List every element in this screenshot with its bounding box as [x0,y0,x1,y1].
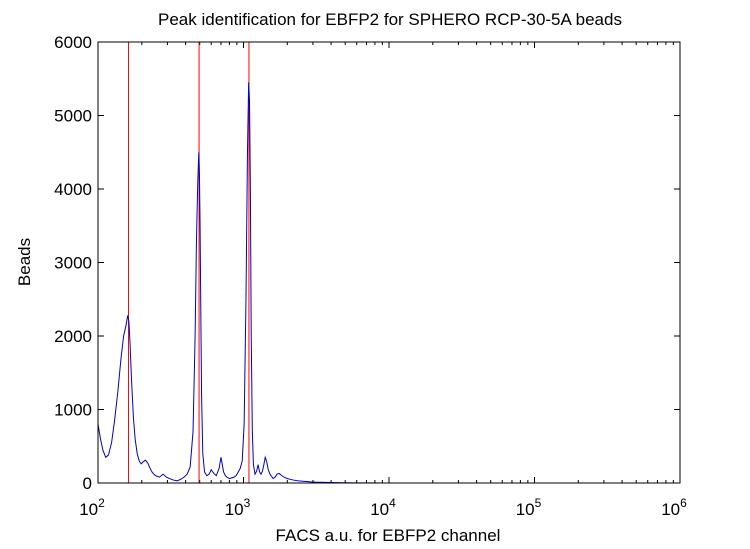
chart-title: Peak identification for EBFP2 for SPHERO… [158,10,622,29]
plot-area [97,41,681,484]
y-tick-label: 0 [83,474,92,493]
x-tick-base: 10 [661,500,680,519]
x-tick-exponent: 5 [535,496,542,510]
y-tick-label: 4000 [54,180,92,199]
x-tick-base: 10 [516,500,535,519]
y-tick-label: 5000 [54,107,92,126]
x-tick-exponent: 4 [389,496,396,510]
x-axis-label: FACS a.u. for EBFP2 channel [276,526,501,545]
x-tick-exponent: 6 [680,496,687,510]
x-tick-labels: 102 103 104 105 106 [79,496,687,519]
y-tick-label: 6000 [54,33,92,52]
y-axis-label: Beads [15,238,34,286]
y-tick-label: 1000 [54,401,92,420]
series-line [97,82,680,484]
x-tick-base: 10 [225,500,244,519]
plot-border [97,41,681,484]
x-tick-exponent: 3 [244,496,251,510]
y-tick-label: 2000 [54,327,92,346]
x-tick-base: 10 [370,500,389,519]
x-tick-label: 104 [370,496,396,519]
x-tick-label: 102 [79,496,105,519]
y-tick-label: 3000 [54,254,92,273]
x-tick-label: 105 [516,496,542,519]
peak-lines [127,42,250,483]
plot-frame [98,42,680,483]
y-tick-labels: 0 1000 2000 3000 4000 5000 6000 [54,33,92,493]
x-tick-label: 106 [661,496,687,519]
x-tick-exponent: 2 [98,496,105,510]
x-tick-base: 10 [79,500,98,519]
x-tick-label: 103 [225,496,251,519]
